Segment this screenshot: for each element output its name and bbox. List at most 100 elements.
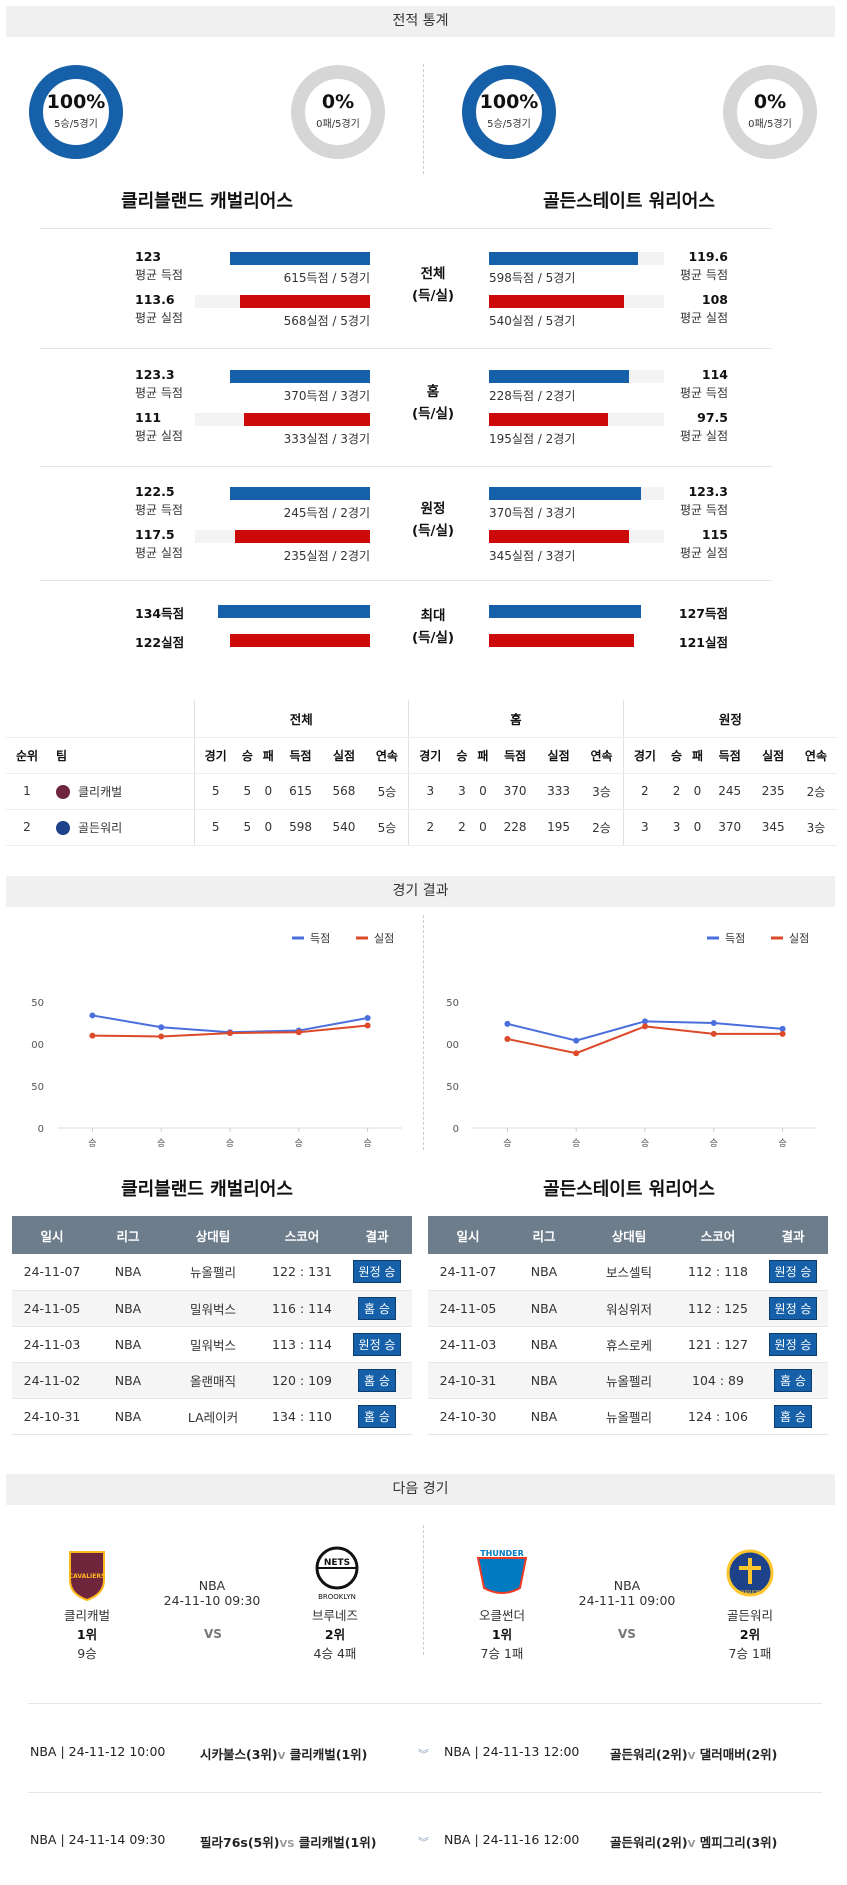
svg-text:BROOKLYN: BROOKLYN bbox=[318, 1593, 356, 1601]
table-row: 24-11-02 NBA 올랜매직 120 : 109 홈 승 bbox=[12, 1362, 412, 1399]
results-col-header: 결과 bbox=[758, 1216, 828, 1254]
group-header-home: 홈 bbox=[408, 700, 624, 738]
team-logo-icon bbox=[56, 821, 70, 835]
section-header-next: 다음 경기 bbox=[6, 1474, 835, 1505]
data-point bbox=[573, 1037, 580, 1044]
opp-detail-left: 568실점 / 5경기 bbox=[283, 314, 370, 328]
svg-text:NETS: NETS bbox=[324, 1558, 350, 1568]
stat-cell: 0 bbox=[257, 773, 279, 810]
x-tick-label: 승 bbox=[88, 1138, 96, 1149]
bar-track bbox=[195, 413, 244, 426]
y-tick-label: 150 bbox=[445, 998, 459, 1009]
result-cell: 워싱위저 bbox=[580, 1290, 678, 1327]
result-cell: 116 : 114 bbox=[262, 1290, 342, 1327]
avg-pts-bar-right bbox=[489, 487, 641, 500]
table-row: 24-11-05 NBA 워싱위저 112 : 125 원정 승 bbox=[428, 1290, 828, 1327]
avg-opp-right: 97.5 bbox=[697, 410, 728, 425]
results-col-header: 상대팀 bbox=[580, 1216, 678, 1254]
ring-subtext: 0패/5경기 bbox=[748, 119, 792, 130]
ring-graphic bbox=[723, 65, 817, 159]
col-header: 득점 bbox=[278, 737, 323, 774]
table-row: 24-11-07 NBA 뉴올펠리 122 : 131 원정 승 bbox=[12, 1254, 412, 1291]
team-cell: 골든워리 bbox=[48, 809, 194, 846]
compare-label: 전체 (득/실) bbox=[411, 266, 455, 304]
col-header: 패 bbox=[687, 737, 708, 774]
opp-detail-right: 540실점 / 5경기 bbox=[489, 314, 576, 328]
results-col-header: 스코어 bbox=[262, 1216, 342, 1254]
bar-track bbox=[629, 370, 664, 383]
avg-opp-label-right: 평균 실점 bbox=[680, 546, 728, 560]
team-name-left: 클리블랜드 캐벌리어스 bbox=[121, 191, 293, 212]
result-cell: NBA bbox=[508, 1326, 580, 1363]
col-header: 득점 bbox=[707, 737, 752, 774]
upcoming-info-left: NBA | 24-11-14 09:30 bbox=[30, 1832, 166, 1847]
col-header: 득점 bbox=[493, 737, 537, 774]
results-table-left: 일시 리그 상대팀 스코어 결과 24-11-07 NBA 뉴올펠리 122 : 131 원정 승… bbox=[12, 1216, 412, 1435]
avg-opp-left: 117.5 bbox=[135, 527, 175, 542]
avg-opp-label-right: 평균 실점 bbox=[680, 311, 728, 325]
bar-track bbox=[195, 530, 235, 543]
avg-pts-bar-left bbox=[230, 370, 370, 383]
col-header: 승 bbox=[451, 737, 473, 774]
data-point bbox=[642, 1023, 648, 1030]
x-tick-label: 승 bbox=[503, 1138, 511, 1149]
results-col-header: 상대팀 bbox=[164, 1216, 262, 1254]
col-team: 팀 bbox=[48, 737, 194, 774]
col-header: 경기 bbox=[622, 737, 667, 774]
stat-cell: 615 bbox=[278, 773, 323, 810]
col-header: 패 bbox=[257, 737, 279, 774]
result-badge: 홈 승 bbox=[358, 1404, 396, 1428]
pts-detail-right: 370득점 / 3경기 bbox=[489, 506, 576, 520]
bar-track bbox=[608, 413, 664, 426]
avg-pts-bar-right bbox=[489, 252, 638, 265]
win-rate-ring-right: 100% 5승/5경기 bbox=[461, 64, 557, 160]
col-header: 승 bbox=[236, 737, 258, 774]
result-cell: 120 : 109 bbox=[262, 1362, 342, 1399]
pts-detail-left: 245득점 / 2경기 bbox=[283, 506, 370, 520]
upcoming-matchup-right: 골든워리(2위)V 댈러매버(2위) bbox=[610, 1747, 778, 1762]
result-cell: NBA bbox=[92, 1362, 164, 1399]
stat-cell: 0 bbox=[687, 773, 708, 810]
x-tick-label: 승 bbox=[710, 1138, 718, 1149]
team-cell: 클리캐벌 bbox=[48, 773, 194, 810]
result-cell: NBA bbox=[508, 1254, 580, 1291]
series-line-1 bbox=[507, 1025, 783, 1055]
avg-opp-right: 115 bbox=[701, 527, 728, 542]
x-tick-label: 승 bbox=[572, 1138, 580, 1149]
table-row: 24-11-07 NBA 보스셀틱 112 : 118 원정 승 bbox=[428, 1254, 828, 1291]
divider bbox=[28, 1703, 822, 1704]
data-point bbox=[158, 1033, 165, 1040]
result-cell: 원정 승 bbox=[342, 1326, 412, 1363]
result-badge: 홈 승 bbox=[358, 1296, 396, 1320]
data-point bbox=[227, 1030, 233, 1037]
max-opp-right: 121실점 bbox=[678, 635, 728, 650]
x-tick-label: 승 bbox=[295, 1138, 303, 1149]
data-point bbox=[295, 1029, 302, 1036]
ring-graphic bbox=[291, 65, 385, 159]
result-cell: 홈 승 bbox=[342, 1362, 412, 1399]
result-badge: 원정 승 bbox=[768, 1296, 818, 1320]
avg-opp-label-left: 평균 실점 bbox=[135, 546, 183, 560]
win-rate-ring-left: 100% 5승/5경기 bbox=[28, 64, 124, 160]
next-right-info: NBA 24-11-11 09:00 bbox=[578, 1578, 676, 1608]
compare-label: 원정 (득/실) bbox=[411, 501, 455, 539]
y-tick-label: 100 bbox=[30, 1040, 44, 1051]
result-cell: 보스셀틱 bbox=[580, 1254, 678, 1291]
standings-table: 전체 홈 원정 순위 팀 경기 승 패 득점 실점 연속 경기 승 패 득점 실점 연속 경기 승 패 득점 실… bbox=[6, 700, 837, 846]
max-pts-right: 127득점 bbox=[678, 606, 728, 621]
upcoming-info-right: NBA | 24-11-13 12:00 bbox=[444, 1744, 580, 1759]
col-header: 연속 bbox=[365, 737, 409, 774]
table-row: 2 골든워리 5 5 0 598 540 5승 2 2 0 228 195 2승 3 3 0 370 345 3승 bbox=[6, 809, 837, 846]
avg-pts-label-left: 평균 득점 bbox=[135, 268, 183, 282]
stat-cell: 5승 bbox=[365, 809, 409, 846]
stat-cell: 235 bbox=[751, 773, 795, 810]
result-cell: 홈 승 bbox=[342, 1398, 412, 1435]
avg-pts-label-right: 평균 득점 bbox=[680, 503, 728, 517]
table-row: 24-10-31 NBA 뉴올펠리 104 : 89 홈 승 bbox=[428, 1362, 828, 1399]
result-badge: 원정 승 bbox=[352, 1332, 402, 1356]
col-header: 경기 bbox=[408, 737, 452, 774]
table-row: 1 클리캐벌 5 5 0 615 568 5승 3 3 0 370 333 3승 2 2 0 245 235 2승 bbox=[6, 773, 837, 810]
result-cell: 112 : 118 bbox=[678, 1254, 758, 1291]
max-pts-bar-right bbox=[489, 605, 641, 618]
group-header-all: 전체 bbox=[193, 700, 409, 738]
